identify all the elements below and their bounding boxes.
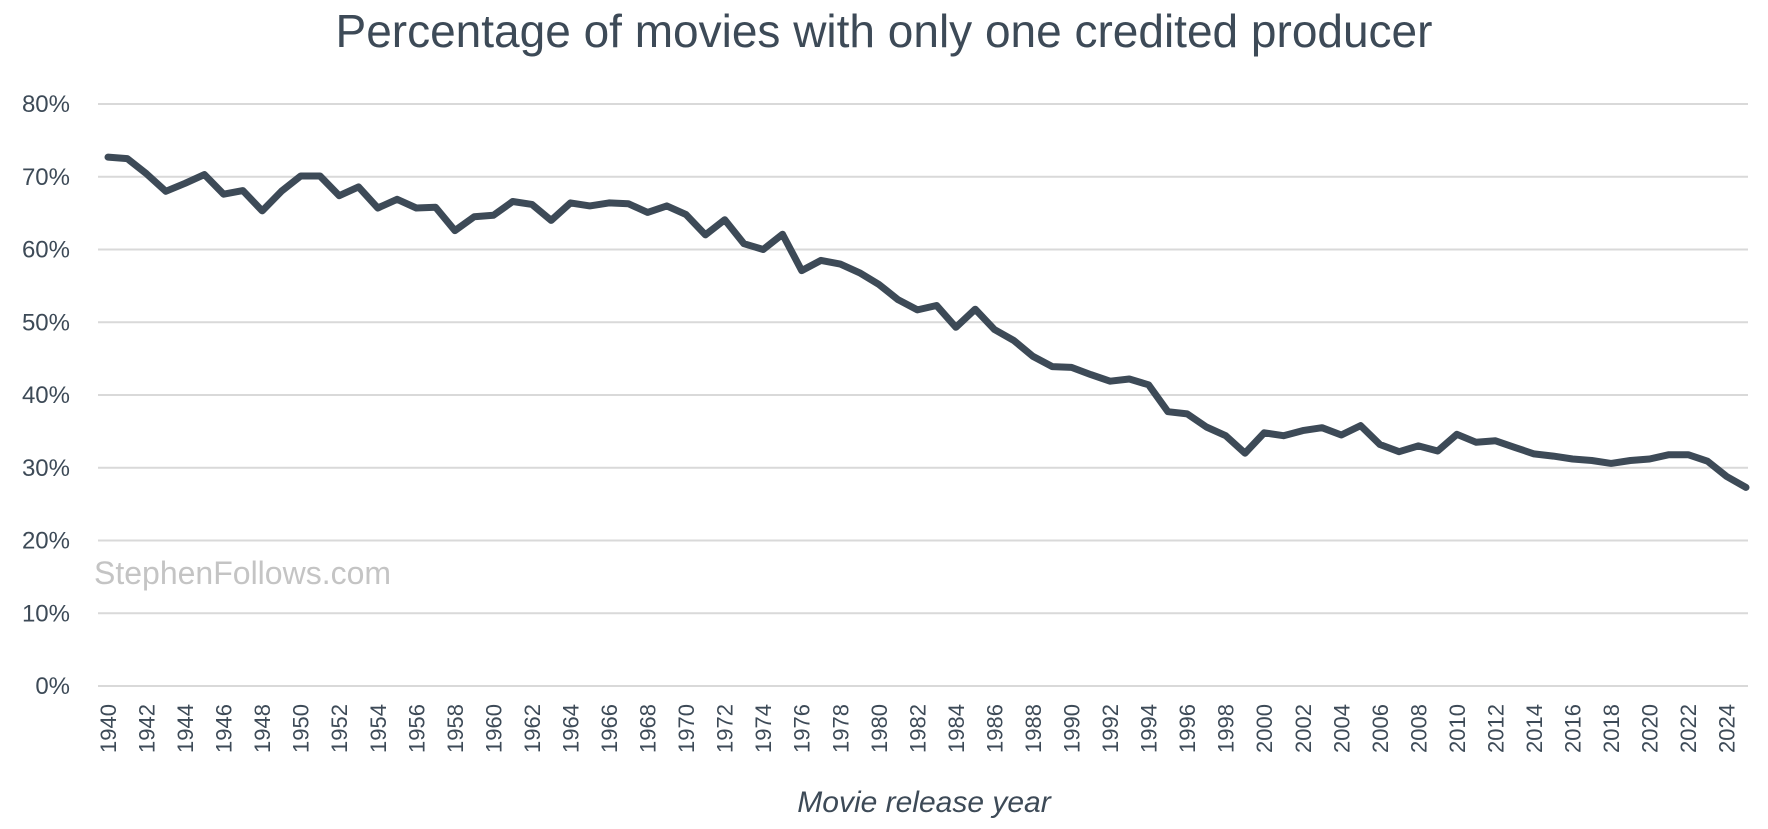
x-tick-label: 1974 bbox=[751, 704, 776, 753]
x-tick-label: 1996 bbox=[1175, 704, 1200, 753]
y-tick-label: 70% bbox=[22, 164, 70, 191]
x-tick-label: 2014 bbox=[1522, 704, 1547, 753]
watermark: StephenFollows.com bbox=[94, 555, 391, 591]
x-tick-label: 1968 bbox=[636, 704, 661, 753]
y-tick-label: 0% bbox=[35, 673, 70, 700]
x-tick-label: 1966 bbox=[597, 704, 622, 753]
x-tick-label: 1998 bbox=[1214, 704, 1239, 753]
x-tick-label: 1944 bbox=[173, 704, 198, 753]
x-tick-label: 1990 bbox=[1060, 704, 1085, 753]
x-tick-label: 1954 bbox=[366, 704, 391, 753]
y-tick-label: 10% bbox=[22, 600, 70, 627]
series-line bbox=[104, 153, 1750, 491]
x-tick-label: 1978 bbox=[828, 704, 853, 753]
x-tick-label: 1948 bbox=[250, 704, 275, 753]
y-tick-label: 20% bbox=[22, 528, 70, 555]
x-tick-label: 2012 bbox=[1483, 704, 1508, 753]
y-tick-label: 60% bbox=[22, 237, 70, 264]
x-tick-label: 1982 bbox=[905, 704, 930, 753]
x-axis-label: Movie release year bbox=[797, 786, 1051, 819]
x-tick-label: 2002 bbox=[1291, 704, 1316, 753]
x-tick-label: 2010 bbox=[1445, 704, 1470, 753]
x-tick-label: 2004 bbox=[1329, 704, 1354, 753]
y-tick-label: 50% bbox=[22, 309, 70, 336]
x-tick-label: 1962 bbox=[520, 704, 545, 753]
x-tick-label: 1970 bbox=[674, 704, 699, 753]
x-tick-label: 1994 bbox=[1137, 704, 1162, 753]
x-tick-label: 1960 bbox=[481, 704, 506, 753]
x-tick-label: 2022 bbox=[1676, 704, 1701, 753]
x-tick-label: 1964 bbox=[558, 704, 583, 753]
x-tick-label: 1950 bbox=[289, 704, 314, 753]
chart-title: Percentage of movies with only one credi… bbox=[335, 5, 1433, 57]
y-tick-label: 80% bbox=[22, 91, 70, 118]
x-tick-label: 1986 bbox=[982, 704, 1007, 753]
x-tick-label: 1946 bbox=[212, 704, 237, 753]
x-tick-label: 1976 bbox=[790, 704, 815, 753]
x-tick-label: 1992 bbox=[1098, 704, 1123, 753]
y-axis-ticks: 0% 10% 20% 30% 40% 50% 60% 70% 80% bbox=[22, 91, 70, 700]
x-tick-label: 2018 bbox=[1599, 704, 1624, 753]
x-tick-label: 2020 bbox=[1638, 704, 1663, 753]
x-tick-label: 1942 bbox=[135, 704, 160, 753]
x-tick-label: 2006 bbox=[1368, 704, 1393, 753]
x-tick-label: 1956 bbox=[404, 704, 429, 753]
x-tick-label: 1984 bbox=[944, 704, 969, 753]
x-tick-label: 1958 bbox=[443, 704, 468, 753]
series-layer bbox=[104, 153, 1750, 491]
x-tick-label: 2000 bbox=[1252, 704, 1277, 753]
gridlines bbox=[98, 103, 1748, 687]
x-tick-label: 1972 bbox=[713, 704, 738, 753]
x-tick-label: 1940 bbox=[96, 704, 121, 753]
x-tick-label: 1952 bbox=[327, 704, 352, 753]
y-tick-label: 30% bbox=[22, 455, 70, 482]
x-tick-label: 1988 bbox=[1021, 704, 1046, 753]
x-tick-label: 2024 bbox=[1715, 704, 1740, 753]
x-axis-ticks: 1940 1942 1944 1946 1948 1950 1952 1954 1956 1958… bbox=[96, 704, 1740, 753]
x-tick-label: 1980 bbox=[867, 704, 892, 753]
x-tick-label: 2016 bbox=[1561, 704, 1586, 753]
x-tick-label: 2008 bbox=[1406, 704, 1431, 753]
y-tick-label: 40% bbox=[22, 382, 70, 409]
